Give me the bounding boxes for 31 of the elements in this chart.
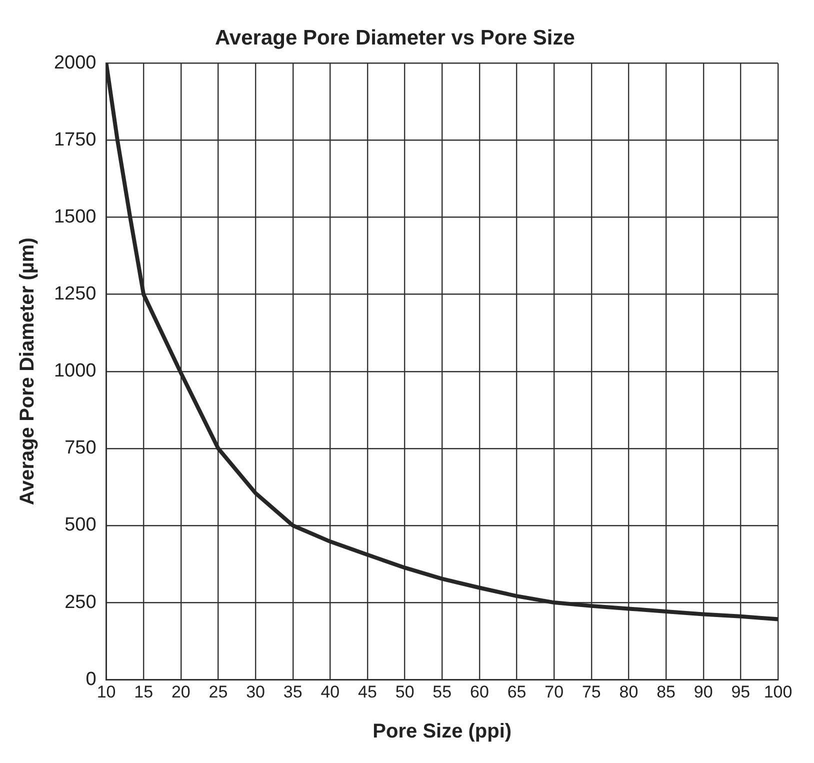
x-tick-label: 65 [507,682,526,702]
x-tick-label: 35 [283,682,302,702]
y-tick-label: 1250 [54,284,96,305]
chart-title: Average Pore Diameter vs Pore Size [215,26,575,50]
x-tick-label: 70 [544,682,564,702]
y-tick-label: 750 [64,438,96,459]
y-tick-label: 500 [64,514,96,536]
x-tick-label: 95 [731,682,750,702]
x-tick-label: 80 [619,682,638,702]
x-tick-label: 75 [582,682,601,702]
x-tick-label: 15 [134,682,154,702]
y-tick-label: 1750 [54,129,96,150]
x-tick-label: 90 [694,682,713,702]
x-tick-label: 50 [395,682,414,702]
x-tick-label: 30 [246,682,265,702]
y-tick-label: 1000 [54,360,96,382]
x-tick-label: 40 [320,682,340,702]
y-tick-label: 0 [86,668,96,690]
y-axis-title: Average Pore Diameter (µm) [16,238,39,506]
x-tick-label: 20 [171,682,190,702]
y-tick-label: 250 [64,592,96,613]
x-tick-label: 10 [96,682,116,702]
x-tick-label: 25 [208,682,228,702]
x-tick-label: 100 [764,682,792,702]
x-axis-title: Pore Size (ppi) [372,720,512,743]
x-tick-label: 45 [358,682,377,702]
y-tick-label: 1500 [54,206,96,228]
x-tick-label: 60 [470,682,489,702]
x-tick-label: 85 [656,682,676,702]
x-tick-label: 55 [432,682,452,702]
y-tick-label: 2000 [54,52,96,74]
